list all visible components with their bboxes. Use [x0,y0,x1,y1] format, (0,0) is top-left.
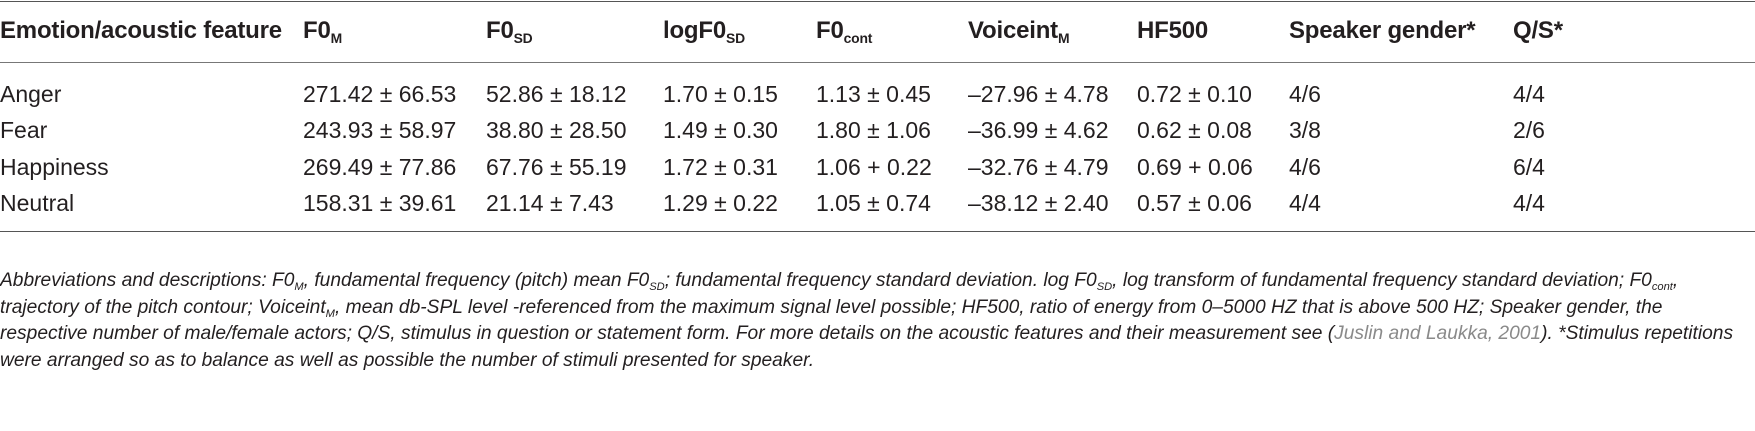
header-qs: Q/S* [1513,17,1563,44]
table-cell: 4/4 [1513,80,1545,107]
table-row: Fear 243.93 ± 58.97 38.80 ± 28.50 1.49 ± 0.… [0,113,1755,150]
table-cell: –38.12 ± 2.40 [968,190,1109,217]
table-row: Happiness 269.49 ± 77.86 67.76 ± 55.19 1.72… [0,149,1755,186]
table-cell: –32.76 ± 4.79 [968,153,1109,180]
table-cell: 1.70 ± 0.15 [663,80,778,107]
top-rule [0,1,1755,2]
table-cell: 0.57 ± 0.06 [1137,190,1252,217]
table-cell: 1.49 ± 0.30 [663,117,778,144]
table-cell: Anger [0,80,62,107]
table-cell: 158.31 ± 39.61 [303,190,457,217]
table-cell: 4/4 [1289,190,1321,217]
header-rule [0,62,1755,63]
table-body: Anger 271.42 ± 66.53 52.86 ± 18.12 1.70 ± 0… [0,76,1755,222]
header-speaker-gender: Speaker gender* [1289,17,1476,44]
header-f0-mean: F0M [303,17,342,46]
table-cell: 67.76 ± 55.19 [486,153,627,180]
table-row: Neutral 158.31 ± 39.61 21.14 ± 7.43 1.29 ± … [0,186,1755,223]
table-footnote: Abbreviations and descriptions: F0M, fun… [0,270,1734,371]
header-hf500: HF500 [1137,17,1209,44]
table-row: Anger 271.42 ± 66.53 52.86 ± 18.12 1.70 ± 0… [0,76,1755,113]
table-cell: 271.42 ± 66.53 [303,80,457,107]
table-cell: Fear [0,117,48,144]
table-cell: 1.05 ± 0.74 [816,190,931,217]
header-emotion: Emotion/acoustic feature [0,17,282,44]
table-cell: 243.93 ± 58.97 [303,117,457,144]
table-cell: Happiness [0,153,109,180]
table-cell: 6/4 [1513,153,1545,180]
table-cell: –36.99 ± 4.62 [968,117,1109,144]
table-cell: 0.69 + 0.06 [1137,153,1253,180]
table-cell: Neutral [0,190,75,217]
data-table: Emotion/acoustic feature F0M F0SD logF0SD F0… [0,0,1755,222]
header-voiceint-mean: VoiceintM [968,17,1070,46]
table-cell: –27.96 ± 4.78 [968,80,1109,107]
bottom-rule [0,231,1755,232]
table-cell: 1.80 ± 1.06 [816,117,931,144]
table-cell: 0.62 ± 0.08 [1137,117,1252,144]
header-f0-sd: F0SD [486,17,533,46]
table-cell: 269.49 ± 77.86 [303,153,457,180]
table-cell: 52.86 ± 18.12 [486,80,627,107]
table-cell: 1.72 ± 0.31 [663,153,778,180]
header-row: Emotion/acoustic feature F0M F0SD logF0SD F0… [0,0,1755,62]
table-cell: 21.14 ± 7.43 [486,190,614,217]
table-cell: 4/4 [1513,190,1545,217]
citation-link[interactable]: Juslin and Laukka, 2001 [1334,323,1542,344]
table-cell: 1.29 ± 0.22 [663,190,778,217]
table-cell: 3/8 [1289,117,1321,144]
table-cell: 1.13 ± 0.45 [816,80,931,107]
header-f0-cont: F0cont [816,17,873,46]
table-cell: 2/6 [1513,117,1545,144]
table-cell: 0.72 ± 0.10 [1137,80,1252,107]
table-cell: 38.80 ± 28.50 [486,117,627,144]
header-logf0-sd: logF0SD [663,17,745,46]
table-cell: 4/6 [1289,153,1321,180]
table-cell: 4/6 [1289,80,1321,107]
table-cell: 1.06 + 0.22 [816,153,932,180]
